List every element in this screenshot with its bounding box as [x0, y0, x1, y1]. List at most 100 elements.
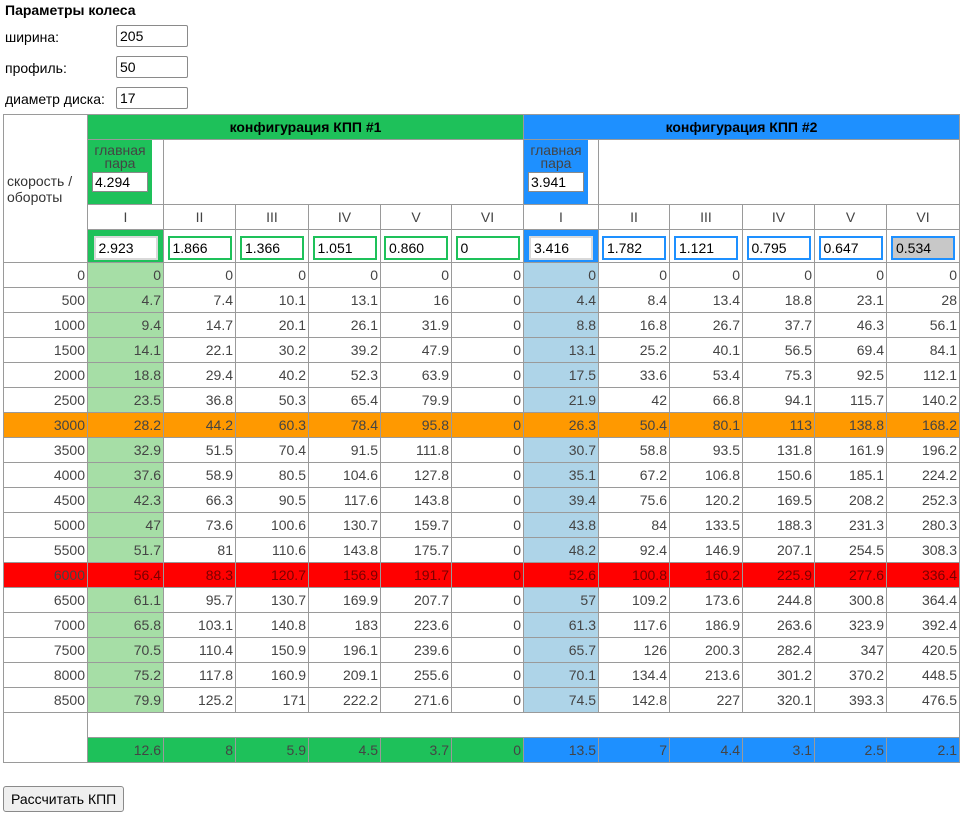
- config2-main-pair-input[interactable]: [528, 172, 584, 192]
- config1-speed-cell: 143.8: [380, 487, 452, 513]
- config1-speed-cell: 26.1: [308, 312, 381, 338]
- config2-speed-cell: 120.2: [669, 487, 743, 513]
- config2-speed-cell: 26.3: [523, 412, 599, 438]
- config2-speed-cell: 0: [814, 262, 887, 288]
- table-row: 4500 42.3 66.3 90.5 117.6 143.8 0 39.4 75.6 120.2…: [3, 487, 960, 513]
- config1-speed-cell: 78.4: [308, 412, 381, 438]
- table-row: 1500 14.1 22.1 30.2 39.2 47.9 0 13.1 25.2 40.1 56.…: [3, 337, 960, 363]
- config1-speed-cell: 103.1: [163, 612, 236, 638]
- config2-ratio-input[interactable]: [674, 235, 738, 260]
- config2-speed-cell: 160.2: [669, 562, 743, 588]
- config1-speed-cell: 209.1: [308, 662, 381, 688]
- config1-speed-cell: 70.4: [235, 437, 309, 463]
- config2-speed-cell: 252.3: [886, 487, 960, 513]
- config2-ratio-input[interactable]: [746, 235, 811, 260]
- config1-ratio-cell: [451, 229, 524, 263]
- page-title: Параметры колеса: [5, 2, 136, 18]
- config1-speed-cell: 88.3: [163, 562, 236, 588]
- config2-speed-cell: 133.5: [669, 512, 743, 538]
- config2-speed-cell: 347: [814, 637, 887, 663]
- rpm-cell: 3500: [3, 437, 88, 463]
- config2-spacer: [598, 139, 960, 205]
- config1-main-pair-input[interactable]: [92, 172, 148, 192]
- config1-speed-cell: 130.7: [308, 512, 381, 538]
- rpm-cell: 6500: [3, 587, 88, 613]
- config1-speed-cell: 40.2: [235, 362, 309, 388]
- config1-speed-cell: 0: [451, 512, 524, 538]
- config1-diff-cell: 5.9: [235, 737, 309, 763]
- config1-speed-cell: 50.3: [235, 387, 309, 413]
- config2-diff-cell: 2.5: [814, 737, 887, 763]
- config1-speed-cell: 65.8: [87, 612, 164, 638]
- config1-gear-name: II: [163, 204, 236, 230]
- config2-speed-cell: 263.6: [742, 612, 815, 638]
- config2-speed-cell: 100.8: [598, 562, 670, 588]
- config1-speed-cell: 60.3: [235, 412, 309, 438]
- rpm-cell: 5500: [3, 537, 88, 563]
- config2-ratio-input[interactable]: [602, 235, 666, 260]
- config1-speed-cell: 14.1: [87, 337, 164, 363]
- config2-ratio-cell: [523, 229, 599, 263]
- config1-speed-cell: 10.1: [235, 287, 309, 313]
- config2-speed-cell: 323.9: [814, 612, 887, 638]
- config1-ratio-input[interactable]: [455, 235, 520, 260]
- config1-main-pair: главная пара: [88, 140, 152, 204]
- config2-speed-cell: 185.1: [814, 462, 887, 488]
- table-row: 7000 65.8 103.1 140.8 183 223.6 0 61.3 117.6 186.…: [3, 612, 960, 638]
- config2-speed-cell: 13.1: [523, 337, 599, 363]
- config1-speed-cell: 0: [451, 437, 524, 463]
- config2-speed-cell: 92.4: [598, 537, 670, 563]
- config2-ratio-input[interactable]: [529, 235, 593, 260]
- config2-speed-cell: 420.5: [886, 637, 960, 663]
- config1-speed-cell: 58.9: [163, 462, 236, 488]
- config1-diff-cell: 0: [451, 737, 524, 763]
- config2-speed-cell: 301.2: [742, 662, 815, 688]
- config2-gear-name: I: [523, 204, 599, 230]
- config1-speed-cell: 0: [451, 537, 524, 563]
- rpm-cell: 7500: [3, 637, 88, 663]
- config2-speed-cell: 208.2: [814, 487, 887, 513]
- config2-title: конфигурация КПП #2: [523, 114, 960, 140]
- config2-speed-cell: 70.1: [523, 662, 599, 688]
- config2-ratio-cell: [669, 229, 743, 263]
- config2-speed-cell: 0: [669, 262, 743, 288]
- config1-speed-cell: 4.7: [87, 287, 164, 313]
- config2-speed-cell: 370.2: [814, 662, 887, 688]
- config1-speed-cell: 117.8: [163, 662, 236, 688]
- table-row: 6500 61.1 95.7 130.7 169.9 207.7 0 57 109.2 173.6…: [3, 587, 960, 613]
- config2-speed-cell: 21.9: [523, 387, 599, 413]
- wheel-profile-input[interactable]: [116, 56, 188, 78]
- config1-ratio-input[interactable]: [93, 235, 158, 260]
- table-row: 5500 51.7 81 110.6 143.8 175.7 0 48.2 92.4 146.9 2…: [3, 537, 960, 563]
- config2-speed-cell: 8.4: [598, 287, 670, 313]
- config2-speed-cell: 92.5: [814, 362, 887, 388]
- config1-speed-cell: 0: [451, 362, 524, 388]
- config1-speed-cell: 65.4: [308, 387, 381, 413]
- table-row: 3000 28.2 44.2 60.3 78.4 95.8 0 26.3 50.4 80.1 113…: [3, 412, 960, 438]
- calculate-button[interactable]: Рассчитать КПП: [3, 786, 125, 812]
- rpm-cell: 4000: [3, 462, 88, 488]
- config2-speed-cell: 26.7: [669, 312, 743, 338]
- config1-speed-cell: 156.9: [308, 562, 381, 588]
- config1-speed-cell: 0: [451, 337, 524, 363]
- config1-speed-cell: 13.1: [308, 287, 381, 313]
- config1-speed-cell: 255.6: [380, 662, 452, 688]
- config1-ratio-input[interactable]: [384, 235, 448, 260]
- rpm-cell: 0: [3, 262, 88, 288]
- config1-ratio-input[interactable]: [240, 235, 304, 260]
- config2-ratio-input[interactable]: [891, 235, 955, 260]
- gear-ratios-row: [4, 229, 960, 263]
- config1-speed-cell: 36.8: [163, 387, 236, 413]
- wheel-width-input[interactable]: [116, 25, 188, 47]
- config1-speed-cell: 63.9: [380, 362, 452, 388]
- config2-diff-cell: 4.4: [669, 737, 743, 763]
- config1-speed-cell: 0: [451, 287, 524, 313]
- wheel-rim-input[interactable]: [116, 87, 188, 109]
- config1-diff-cell: 8: [163, 737, 236, 763]
- config1-ratio-input[interactable]: [167, 235, 232, 260]
- config1-ratio-input[interactable]: [312, 235, 377, 260]
- rpm-cell: 2000: [3, 362, 88, 388]
- config2-speed-cell: 207.1: [742, 537, 815, 563]
- config2-ratio-input[interactable]: [818, 235, 883, 260]
- config2-speed-cell: 448.5: [886, 662, 960, 688]
